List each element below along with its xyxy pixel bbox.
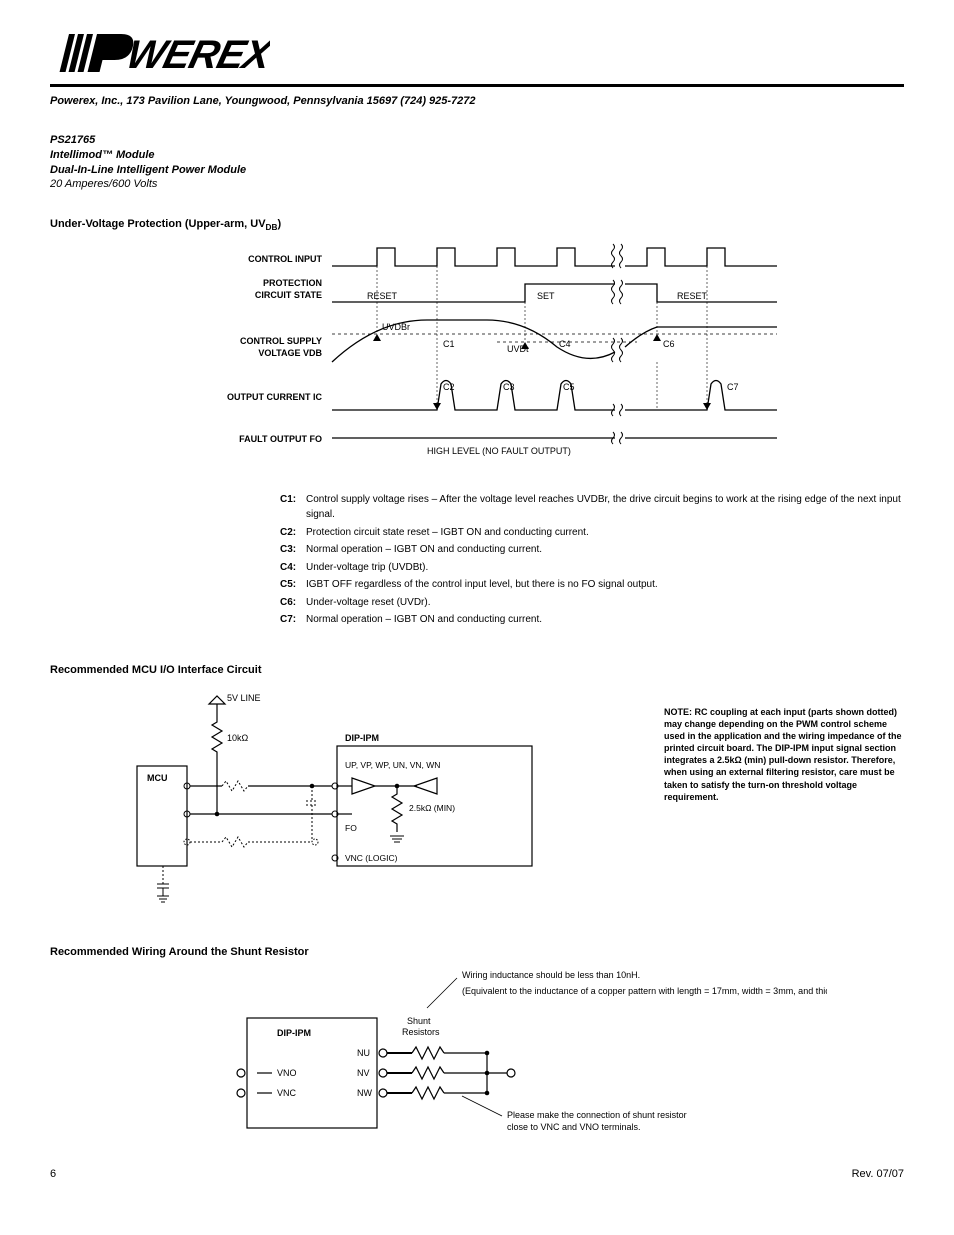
svg-text:RESET: RESET [677,291,708,301]
svg-text:NW: NW [357,1088,372,1098]
product-rating: 20 Amperes/600 Volts [50,178,904,190]
svg-text:C7: C7 [727,382,739,392]
svg-text:NV: NV [357,1068,370,1078]
svg-text:DIP-IPM: DIP-IPM [345,733,379,743]
svg-text:WEREX: WEREX [122,32,270,75]
svg-text:VNO: VNO [277,1068,297,1078]
company-address: Powerex, Inc., 173 Pavilion Lane, Youngw… [50,95,904,107]
svg-text:OUTPUT CURRENT IC: OUTPUT CURRENT IC [227,392,322,402]
svg-text:FAULT OUTPUT FO: FAULT OUTPUT FO [239,434,322,444]
svg-text:UP, VP, WP, UN, VN, WN: UP, VP, WP, UN, VN, WN [345,760,440,770]
section-uv-title: Under-Voltage Protection (Upper-arm, UVD… [50,218,904,232]
svg-text:SET: SET [537,291,555,301]
svg-text:DIP-IPM: DIP-IPM [277,1028,311,1038]
uv-notes: C1:Control supply voltage rises – After … [280,492,904,628]
product-block: PS21765 Intellimod™ Module Dual-In-Line … [50,133,904,190]
svg-text:(Equivalent to the inductance: (Equivalent to the inductance of a coppe… [462,986,827,996]
svg-text:10kΩ: 10kΩ [227,733,249,743]
svg-text:VOLTAGE VDB: VOLTAGE VDB [258,348,322,358]
svg-text:NU: NU [357,1048,370,1058]
product-part: PS21765 [50,133,904,148]
svg-text:C4: C4 [559,339,571,349]
svg-text:Wiring inductance should be le: Wiring inductance should be less than 10… [462,970,640,980]
svg-text:CONTROL SUPPLY: CONTROL SUPPLY [240,336,322,346]
page-number: 6 [50,1168,56,1180]
shunt-wiring-diagram: Wiring inductance should be less than 10… [127,968,827,1138]
revision: Rev. 07/07 [852,1168,904,1180]
svg-text:Please make the connection of: Please make the connection of shunt resi… [507,1110,687,1120]
svg-text:C5: C5 [563,382,575,392]
svg-text:PROTECTION: PROTECTION [263,278,322,288]
section-mcu-title: Recommended MCU I/O Interface Circuit [50,664,904,676]
product-name: Intellimod™ Module [50,148,904,163]
svg-text:C2: C2 [443,382,455,392]
svg-text:FO: FO [345,823,357,833]
svg-text:close to VNC and VNO terminals: close to VNC and VNO terminals. [507,1122,641,1132]
header-rule [50,84,904,87]
svg-text:HIGH LEVEL (NO FAULT OUTPUT): HIGH LEVEL (NO FAULT OUTPUT) [427,446,571,456]
powerex-logo: WEREX [50,30,270,75]
mcu-note: NOTE: RC coupling at each input (parts s… [664,706,904,803]
uv-timing-diagram: CONTROL INPUT PROTECTION CIRCUIT STATE R… [127,242,827,472]
svg-text:UVDBr: UVDBr [382,322,410,332]
svg-text:C1: C1 [443,339,455,349]
mcu-circuit-diagram: 5V LINE 10kΩ MCU [127,686,547,906]
svg-text:CONTROL INPUT: CONTROL INPUT [248,254,322,264]
svg-text:Resistors: Resistors [402,1027,440,1037]
svg-text:RESET: RESET [367,291,398,301]
svg-text:C6: C6 [663,339,675,349]
svg-text:C3: C3 [503,382,515,392]
svg-text:2.5kΩ (MIN): 2.5kΩ (MIN) [409,803,455,813]
svg-text:VNC (LOGIC): VNC (LOGIC) [345,853,398,863]
svg-text:5V LINE: 5V LINE [227,693,261,703]
svg-text:Shunt: Shunt [407,1016,431,1026]
svg-text:VNC: VNC [277,1088,297,1098]
page-footer: 6 Rev. 07/07 [50,1168,904,1180]
svg-text:MCU: MCU [147,773,168,783]
product-desc: Dual-In-Line Intelligent Power Module [50,163,904,178]
svg-text:CIRCUIT STATE: CIRCUIT STATE [255,290,322,300]
section-shunt-title: Recommended Wiring Around the Shunt Resi… [50,946,904,958]
